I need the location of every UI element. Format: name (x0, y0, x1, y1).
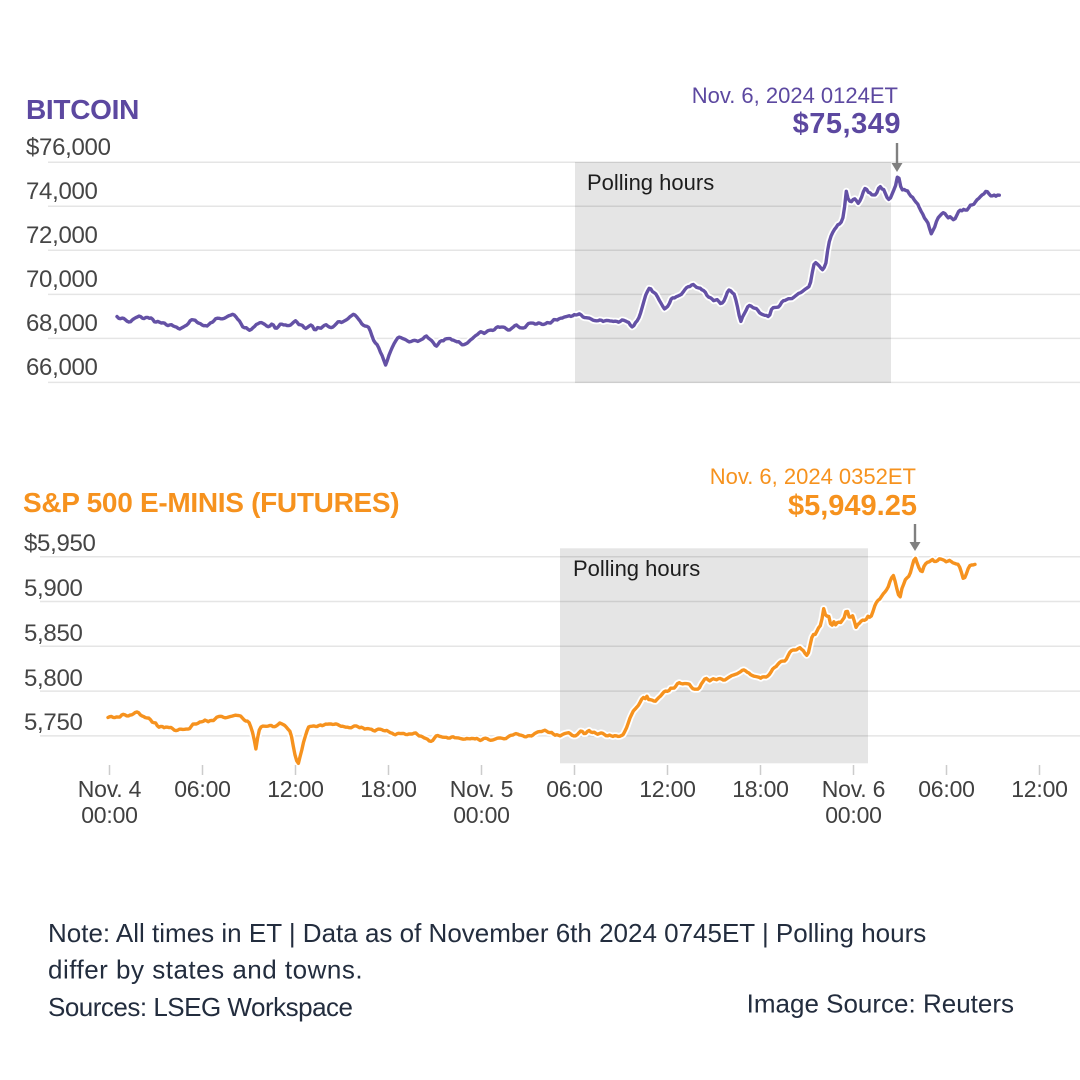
svg-text:Polling hours: Polling hours (587, 170, 714, 195)
svg-text:Note: All times in ET | Data a: Note: All times in ET | Data as of Novem… (48, 918, 926, 948)
svg-text:06:00: 06:00 (918, 776, 975, 802)
svg-text:70,000: 70,000 (26, 266, 98, 293)
svg-text:$75,349: $75,349 (793, 108, 901, 140)
svg-text:66,000: 66,000 (26, 354, 98, 381)
svg-text:BITCOIN: BITCOIN (26, 94, 139, 125)
svg-text:Polling hours: Polling hours (573, 556, 700, 581)
svg-text:5,850: 5,850 (24, 620, 83, 647)
svg-text:00:00: 00:00 (453, 802, 510, 828)
svg-text:$76,000: $76,000 (26, 134, 111, 161)
svg-text:differ by states and towns.: differ by states and towns. (48, 955, 363, 985)
svg-text:$5,950: $5,950 (24, 530, 96, 557)
svg-text:12:00: 12:00 (1011, 776, 1068, 802)
svg-text:Nov. 6, 2024 0352ET: Nov. 6, 2024 0352ET (710, 464, 916, 489)
svg-text:S&P 500 E-MINIS (FUTURES): S&P 500 E-MINIS (FUTURES) (23, 487, 399, 518)
svg-text:5,800: 5,800 (24, 665, 83, 692)
svg-text:Nov. 4: Nov. 4 (78, 776, 142, 802)
svg-text:12:00: 12:00 (639, 776, 696, 802)
svg-text:06:00: 06:00 (174, 776, 231, 802)
svg-text:12:00: 12:00 (267, 776, 324, 802)
svg-text:Image Source: Reuters: Image Source: Reuters (747, 989, 1014, 1019)
svg-text:72,000: 72,000 (26, 222, 98, 249)
svg-text:18:00: 18:00 (360, 776, 417, 802)
svg-text:06:00: 06:00 (546, 776, 603, 802)
svg-text:5,900: 5,900 (24, 575, 83, 602)
svg-text:Nov. 6: Nov. 6 (822, 776, 886, 802)
svg-text:74,000: 74,000 (26, 178, 98, 205)
svg-text:Nov. 5: Nov. 5 (450, 776, 514, 802)
svg-text:5,750: 5,750 (24, 709, 83, 736)
svg-text:18:00: 18:00 (732, 776, 789, 802)
svg-text:$5,949.25: $5,949.25 (788, 490, 917, 522)
svg-text:68,000: 68,000 (26, 310, 98, 337)
svg-text:00:00: 00:00 (81, 802, 138, 828)
svg-text:Nov. 6, 2024 0124ET: Nov. 6, 2024 0124ET (692, 83, 898, 108)
svg-text:00:00: 00:00 (825, 802, 882, 828)
svg-text:Sources: LSEG Workspace: Sources: LSEG Workspace (48, 992, 353, 1022)
